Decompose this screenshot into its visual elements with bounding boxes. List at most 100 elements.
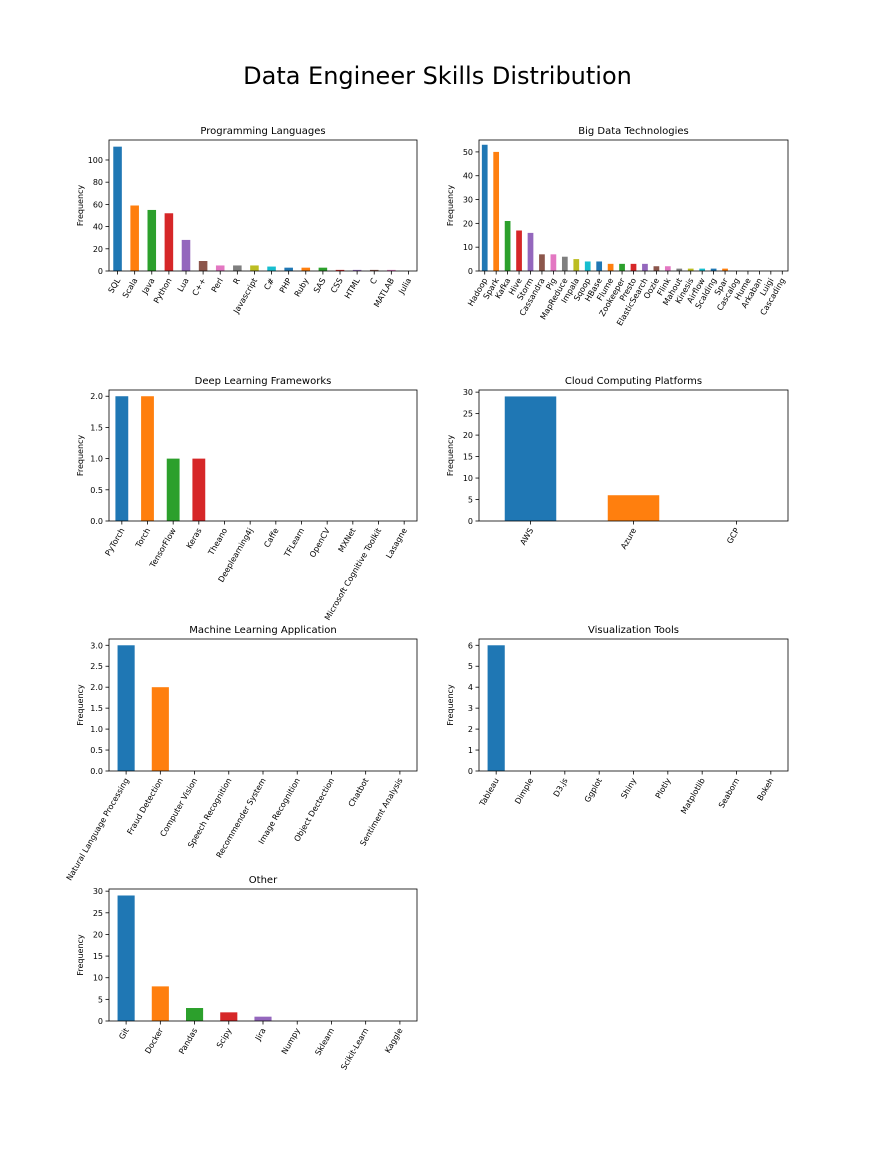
bar-flume bbox=[607, 263, 614, 271]
bar-mahout bbox=[676, 268, 683, 271]
x-tick-label: Scikit-Learn bbox=[339, 1027, 370, 1072]
bar-airflow bbox=[699, 268, 706, 271]
y-tick-label: 30 bbox=[463, 196, 473, 205]
x-tick-label: Ggplot bbox=[583, 777, 604, 805]
bar-pytorch bbox=[115, 396, 129, 521]
bar-html bbox=[352, 269, 362, 271]
y-tick-label: 0 bbox=[98, 267, 103, 276]
y-tick-label: 0.0 bbox=[90, 767, 103, 776]
x-tick-label: C++ bbox=[191, 277, 208, 298]
x-tick-label: Java bbox=[140, 276, 157, 296]
y-tick-label: 10 bbox=[463, 474, 473, 483]
x-tick-label: Pandas bbox=[177, 1027, 199, 1056]
bar-jira bbox=[254, 1016, 272, 1021]
bar-spark bbox=[493, 151, 500, 271]
y-tick-label: 0 bbox=[98, 1017, 103, 1026]
y-tick-label: 2 bbox=[468, 725, 473, 734]
y-axis-label: Frequency bbox=[446, 684, 455, 726]
bar-pandas bbox=[186, 1008, 204, 1021]
x-tick-label: Julia bbox=[396, 276, 413, 296]
plot-frame bbox=[478, 139, 789, 272]
y-tick-label: 10 bbox=[93, 974, 103, 983]
x-tick-label: Ruby bbox=[293, 276, 311, 298]
bar-matlab bbox=[387, 269, 396, 271]
bar-hive bbox=[516, 230, 522, 271]
bar-kafka bbox=[504, 220, 511, 271]
bar-git bbox=[117, 895, 135, 1021]
x-tick-label: OpenCV bbox=[308, 526, 332, 559]
bar-oozie bbox=[653, 266, 660, 271]
x-tick-label: Matplotlib bbox=[679, 777, 707, 816]
x-tick-label: Perl bbox=[210, 277, 225, 294]
y-tick-label: 20 bbox=[93, 245, 103, 254]
plot-frame bbox=[108, 389, 418, 522]
figure-title: Data Engineer Skills Distribution bbox=[243, 62, 632, 90]
x-tick-label: Keras bbox=[185, 527, 204, 551]
bar-keras bbox=[192, 458, 206, 521]
x-tick-label: Scala bbox=[121, 276, 140, 299]
x-tick-label: SAS bbox=[312, 277, 328, 295]
y-tick-label: 3 bbox=[468, 704, 473, 713]
y-tick-label: 5 bbox=[468, 662, 473, 671]
x-tick-label: CSS bbox=[329, 277, 345, 295]
y-tick-label: 20 bbox=[463, 431, 473, 440]
x-tick-label: SQL bbox=[107, 276, 123, 295]
x-tick-label: Seaborn bbox=[717, 777, 741, 810]
y-tick-label: 60 bbox=[93, 200, 103, 209]
bar-scala bbox=[130, 205, 139, 271]
y-tick-label: 30 bbox=[93, 887, 103, 896]
y-tick-label: 1.5 bbox=[90, 704, 103, 713]
x-tick-label: C# bbox=[262, 276, 276, 291]
bar-c bbox=[198, 261, 208, 271]
x-tick-label: Numpy bbox=[280, 1026, 302, 1056]
y-tick-label: 0.0 bbox=[90, 517, 103, 526]
y-tick-label: 5 bbox=[468, 496, 473, 505]
chart-title: Programming Languages bbox=[200, 126, 325, 137]
x-tick-label: Torch bbox=[133, 527, 152, 551]
x-tick-label: Theano bbox=[206, 526, 229, 557]
y-tick-label: 25 bbox=[93, 909, 103, 918]
chart-title: Visualization Tools bbox=[588, 625, 679, 636]
x-tick-label: Shiny bbox=[619, 776, 638, 800]
x-tick-label: MXNet bbox=[337, 527, 358, 554]
y-tick-label: 100 bbox=[88, 156, 103, 165]
y-tick-label: 50 bbox=[463, 148, 473, 157]
bar-sas bbox=[318, 267, 328, 271]
chart-title: Other bbox=[249, 875, 278, 886]
chart-panel-deep-learning-frameworks: Deep Learning Frameworks 0.0 0.5 1.0 1.5 2.0 F… bbox=[76, 376, 418, 622]
y-tick-label: 5 bbox=[98, 995, 103, 1004]
y-axis-label: Frequency bbox=[446, 185, 455, 227]
x-tick-label: Chatbot bbox=[347, 777, 371, 809]
bar-r bbox=[233, 265, 242, 271]
plot-frame bbox=[108, 139, 418, 272]
y-tick-label: 40 bbox=[93, 223, 103, 232]
y-tick-label: 1 bbox=[468, 746, 473, 755]
y-axis-label: Frequency bbox=[76, 934, 85, 976]
bar-zookeeper bbox=[619, 263, 625, 271]
bar-hadoop bbox=[481, 144, 488, 271]
chart-panel-machine-learning-application: Machine Learning Application 0.0 0.5 1.0 1.5… bbox=[65, 625, 418, 882]
chart-panel-other: Other 0 5 10 15 20 25 30 Frequency Git Docker Panda… bbox=[76, 875, 418, 1072]
y-tick-label: 6 bbox=[468, 641, 473, 650]
x-tick-label: HTML bbox=[343, 276, 362, 300]
y-tick-label: 0 bbox=[468, 517, 473, 526]
bar-presto bbox=[630, 263, 637, 271]
x-tick-label: Bokeh bbox=[755, 777, 775, 803]
chart-title: Cloud Computing Platforms bbox=[565, 376, 702, 387]
bar-natural-language-processing bbox=[117, 645, 135, 771]
x-tick-label: Git bbox=[117, 1027, 131, 1042]
chart-panel-visualization-tools: Visualization Tools 0 1 2 3 4 5 6 Frequency Table… bbox=[446, 625, 789, 816]
bar-hbase bbox=[596, 261, 603, 271]
bar-c bbox=[267, 266, 276, 271]
bar-aws bbox=[504, 396, 557, 521]
bar-scipy bbox=[220, 1012, 238, 1021]
x-tick-label: TensorFlow bbox=[148, 526, 179, 570]
y-tick-label: 25 bbox=[463, 410, 473, 419]
bar-tableau bbox=[487, 645, 505, 771]
bar-elasticsearch bbox=[642, 263, 648, 271]
x-tick-label: Tableau bbox=[477, 777, 501, 809]
y-tick-label: 80 bbox=[93, 178, 103, 187]
x-tick-label: AWS bbox=[518, 527, 535, 547]
x-tick-label: Plotly bbox=[654, 776, 673, 800]
y-tick-label: 30 bbox=[463, 388, 473, 397]
